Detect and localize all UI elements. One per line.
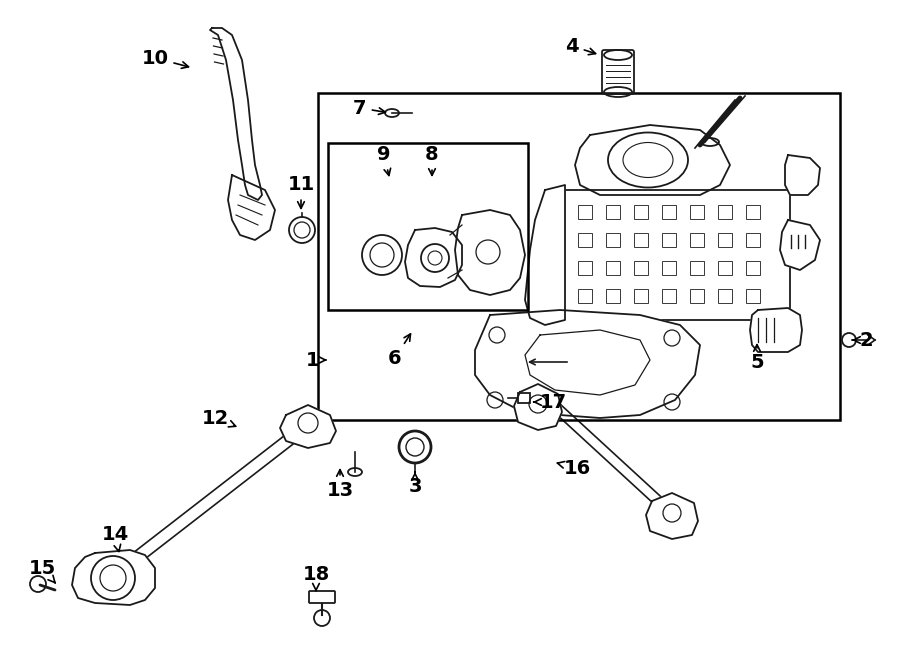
Polygon shape — [72, 550, 155, 605]
Polygon shape — [475, 310, 700, 418]
Polygon shape — [514, 384, 562, 430]
Bar — [718, 289, 732, 303]
Bar — [560, 190, 790, 320]
Polygon shape — [575, 125, 730, 195]
Text: 5: 5 — [751, 344, 764, 373]
Text: 14: 14 — [102, 525, 129, 551]
Bar — [634, 261, 648, 275]
Text: 18: 18 — [302, 566, 329, 590]
Polygon shape — [280, 405, 336, 448]
Polygon shape — [780, 220, 820, 270]
Text: 7: 7 — [353, 98, 385, 118]
Bar — [634, 205, 648, 219]
Bar — [746, 289, 760, 303]
Bar — [518, 393, 530, 403]
Polygon shape — [785, 155, 820, 195]
Bar — [690, 289, 704, 303]
Text: 15: 15 — [29, 559, 56, 583]
Bar — [690, 233, 704, 247]
Text: 9: 9 — [377, 145, 391, 175]
Bar — [606, 205, 620, 219]
Polygon shape — [455, 210, 525, 295]
Bar — [606, 289, 620, 303]
Text: 4: 4 — [565, 36, 596, 56]
Text: 11: 11 — [287, 176, 315, 208]
Polygon shape — [228, 175, 275, 240]
Text: 8: 8 — [425, 145, 439, 175]
Bar — [634, 233, 648, 247]
Text: 12: 12 — [202, 408, 236, 428]
Bar — [690, 205, 704, 219]
Bar — [662, 233, 676, 247]
Bar — [746, 205, 760, 219]
Bar — [718, 233, 732, 247]
Bar — [328, 143, 528, 310]
Bar — [662, 261, 676, 275]
Bar — [662, 205, 676, 219]
Text: 1: 1 — [306, 350, 326, 369]
Polygon shape — [525, 185, 565, 325]
FancyBboxPatch shape — [309, 591, 335, 603]
Bar — [718, 205, 732, 219]
Bar — [578, 233, 592, 247]
Polygon shape — [646, 493, 698, 539]
Bar — [606, 261, 620, 275]
Text: 6: 6 — [388, 334, 410, 368]
Polygon shape — [750, 308, 802, 352]
Text: 17: 17 — [534, 393, 567, 412]
Bar — [578, 205, 592, 219]
Text: 16: 16 — [557, 459, 590, 477]
Bar — [578, 261, 592, 275]
Bar — [606, 233, 620, 247]
Bar — [662, 289, 676, 303]
Bar — [690, 261, 704, 275]
Text: 13: 13 — [327, 470, 354, 500]
Bar — [718, 261, 732, 275]
Bar — [578, 289, 592, 303]
Bar — [634, 289, 648, 303]
Polygon shape — [210, 28, 262, 200]
Bar — [746, 233, 760, 247]
Text: 2: 2 — [853, 330, 873, 350]
Bar — [318, 93, 840, 420]
Text: 3: 3 — [409, 472, 422, 496]
Polygon shape — [405, 228, 462, 287]
Text: 10: 10 — [141, 48, 188, 68]
Bar — [746, 261, 760, 275]
